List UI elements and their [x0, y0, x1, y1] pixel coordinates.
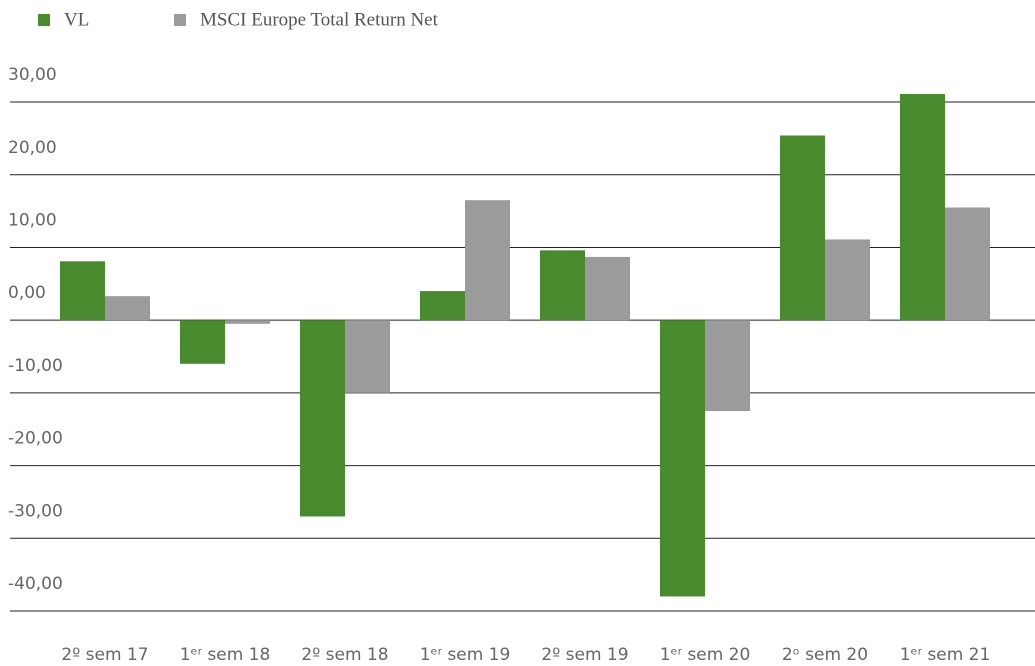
- bar: [945, 207, 990, 321]
- y-tick-label: -10,00: [8, 356, 63, 376]
- bar: [540, 250, 585, 321]
- bar: [900, 94, 945, 321]
- x-tick-label: 2º sem 17: [61, 645, 148, 665]
- y-tick-label: -20,00: [8, 429, 63, 449]
- x-tick-label: 1ᵉʳ sem 20: [660, 645, 751, 665]
- bar: [60, 261, 105, 321]
- bar: [780, 135, 825, 321]
- bar: [420, 291, 465, 321]
- y-tick-label: 0,00: [8, 283, 46, 303]
- bar: [105, 296, 150, 321]
- bar: [300, 320, 345, 517]
- legend-swatch: [38, 14, 50, 26]
- bar: [825, 239, 870, 321]
- bar: [465, 200, 510, 321]
- x-tick-label: 1ᵉʳ sem 18: [180, 645, 271, 665]
- bar: [225, 320, 270, 324]
- y-tick-label: -40,00: [8, 574, 63, 594]
- x-tick-label: 1ᵉʳ sem 19: [420, 645, 511, 665]
- x-tick-label: 2º sem 19: [541, 645, 628, 665]
- legend-label: VL: [64, 9, 89, 30]
- legend-swatch: [174, 14, 186, 26]
- y-tick-label: 30,00: [8, 65, 57, 85]
- x-tick-label: 2ᵒ sem 20: [782, 645, 868, 665]
- y-tick-label: 10,00: [8, 210, 57, 230]
- legend-label: MSCI Europe Total Return Net: [200, 9, 439, 30]
- bar: [180, 320, 225, 364]
- bar: [585, 256, 630, 321]
- x-tick-label: 1ᵉʳ sem 21: [900, 645, 991, 665]
- bar: [660, 320, 705, 597]
- bar: [345, 320, 390, 393]
- y-tick-label: 20,00: [8, 138, 57, 158]
- y-tick-label: -30,00: [8, 501, 63, 521]
- x-tick-label: 2º sem 18: [301, 645, 388, 665]
- bar: [705, 320, 750, 412]
